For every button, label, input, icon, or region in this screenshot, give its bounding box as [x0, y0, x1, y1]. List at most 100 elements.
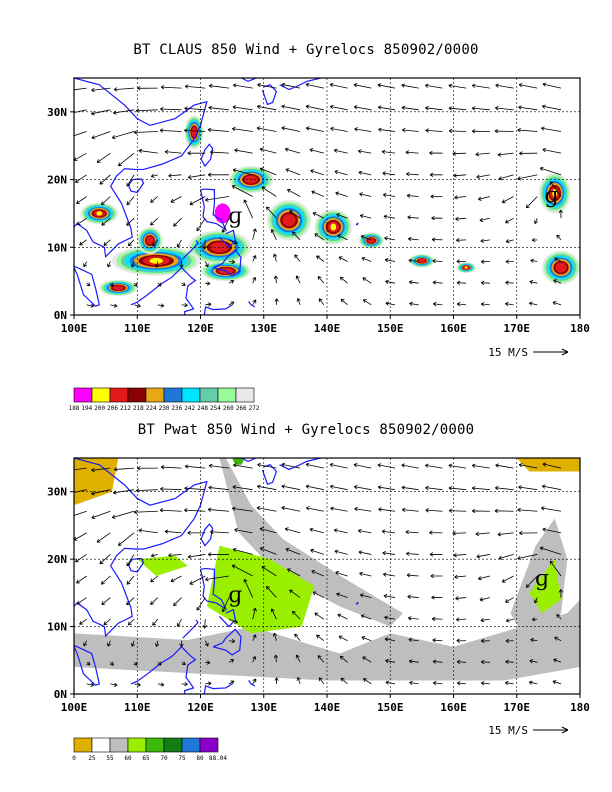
wind-arrow [455, 216, 467, 222]
wind-arrow [360, 614, 372, 620]
wind-arrow [126, 597, 135, 606]
wind-arrow [358, 550, 372, 555]
wind-arrow [401, 463, 419, 469]
wind-arrow [518, 83, 538, 89]
wind-arrow [228, 301, 235, 306]
wind-arrow [505, 638, 514, 644]
wind-arrow [157, 282, 162, 287]
wind-arrow [479, 597, 490, 602]
wind-arrow [519, 530, 538, 536]
wind-arrow [83, 640, 88, 647]
wind-arrow [480, 259, 490, 264]
wind-arrow [318, 298, 325, 306]
wind-arrow [170, 196, 182, 203]
cloud-core [149, 257, 163, 264]
wind-arrow [336, 592, 348, 598]
wind-arrow [333, 148, 348, 154]
wind-arrow [406, 551, 419, 556]
wind-arrow [221, 597, 230, 613]
wind-arrow [528, 301, 538, 306]
colorbar-label: 272 [249, 405, 260, 412]
cloud-core [96, 211, 103, 216]
wind-arrow [274, 677, 279, 684]
wind-arrow [334, 170, 348, 176]
wind-arrow [505, 280, 514, 285]
wind-arrow [228, 259, 236, 264]
wind-arrow [424, 463, 443, 469]
wind-arrow [181, 302, 188, 308]
wind-arrow [558, 209, 563, 219]
wind-arrow [76, 575, 87, 584]
wind-arrow [362, 299, 372, 306]
x-tick-label: 180 [570, 701, 590, 714]
colorbar-swatch [235, 387, 255, 403]
colorbar-swatch [91, 737, 111, 753]
coastline [219, 229, 236, 249]
colorbar-label: 0 [72, 755, 76, 762]
wind-arrow [231, 185, 253, 197]
wind-arrow [133, 130, 158, 135]
colorbar-swatch [127, 387, 147, 403]
y-tick-label: 0N [54, 688, 67, 701]
wind-arrow [425, 508, 443, 513]
wind-arrow [432, 638, 443, 643]
wind-arrow [432, 258, 443, 264]
wind-arrow [205, 660, 211, 665]
wind-arrow [456, 638, 467, 643]
wind-arrow [361, 256, 372, 262]
wind-arrow [207, 507, 229, 512]
wind-arrow [405, 150, 419, 155]
wind-arrow [353, 105, 372, 111]
wind-arrow [542, 462, 562, 469]
coastline [200, 143, 214, 168]
wind-arrow [232, 168, 253, 176]
wind-arrow [456, 681, 467, 686]
wind-arrow [530, 637, 538, 643]
colorbar-swatch [181, 387, 201, 403]
wind-arrow [554, 257, 562, 262]
wind-arrow [382, 550, 396, 556]
wind-arrow [505, 597, 514, 603]
wind-arrow [541, 104, 562, 111]
wind-scale-label: 15 M/S [488, 724, 528, 737]
wind-arrow [425, 128, 443, 133]
wind-arrow [252, 228, 257, 240]
wind-arrow [289, 210, 301, 219]
x-tick-label: 140E [314, 701, 341, 714]
wind-arrow [207, 127, 229, 133]
wind-arrow [504, 301, 514, 307]
wind-arrow [273, 654, 279, 663]
wind-arrow [406, 171, 419, 177]
wind-arrow [336, 213, 348, 219]
wind-arrow [480, 618, 490, 623]
wind-arrow [454, 195, 467, 200]
wind-arrow [157, 661, 162, 666]
wind-arrow [270, 608, 277, 620]
wind-arrow [316, 634, 325, 642]
wind-arrow [252, 634, 257, 641]
wind-arrow [471, 486, 490, 491]
x-tick-label: 170E [504, 701, 531, 714]
wind-arrow [471, 129, 490, 134]
wind-arrow [357, 528, 372, 534]
x-tick-label: 100E [61, 701, 88, 714]
wind-arrow [314, 612, 325, 620]
coastline [130, 266, 197, 315]
wind-arrow [281, 505, 301, 512]
wind-arrow [281, 126, 301, 132]
wind-arrow [530, 258, 538, 263]
wind-arrow [243, 199, 254, 219]
wind-arrow [517, 128, 538, 133]
wind-arrow [337, 234, 348, 241]
wind-arrow [228, 659, 235, 663]
wind-arrow [184, 486, 206, 491]
cloud-cell [112, 285, 124, 291]
colorbar-label: 194 [81, 405, 92, 412]
y-tick-label: 10N [47, 241, 67, 254]
wind-arrow [378, 507, 396, 512]
wind-arrow [505, 659, 514, 664]
wind-arrow [477, 575, 490, 581]
wind-arrow [476, 174, 490, 179]
pwat-area [232, 458, 245, 465]
wind-arrow [314, 233, 325, 241]
